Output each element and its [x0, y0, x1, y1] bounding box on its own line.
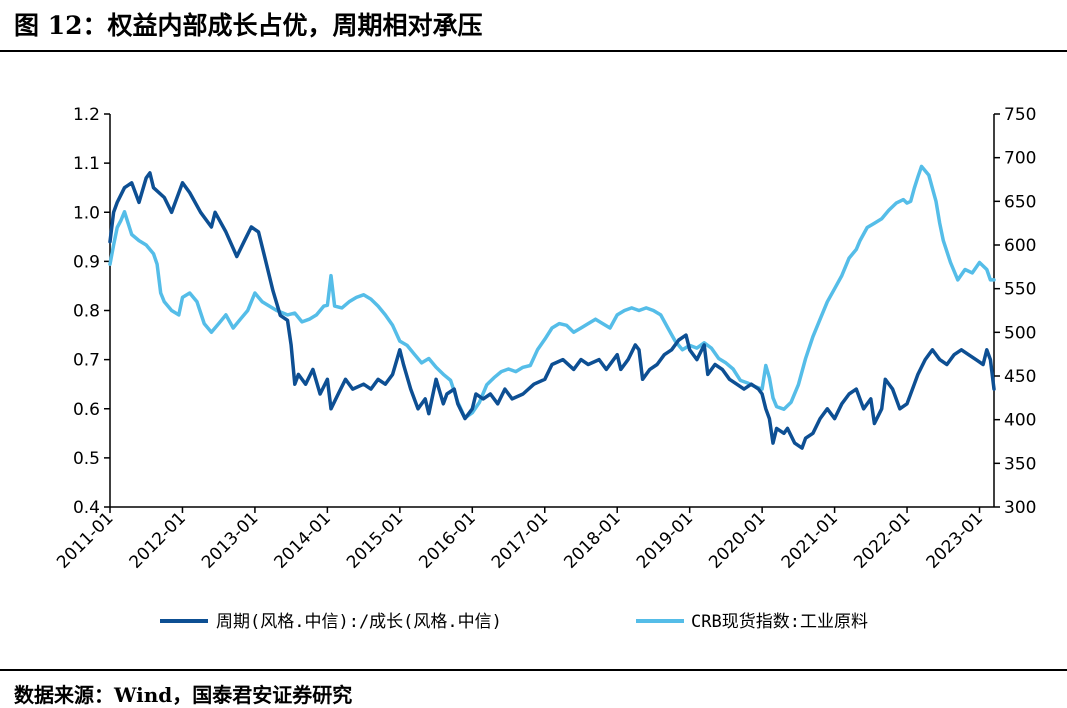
- x-tick-label: 2011-01: [53, 508, 117, 572]
- plot-frame: [109, 114, 995, 508]
- right-tick-label: 650: [1004, 192, 1036, 212]
- x-axis: 2011-01 2012-01 2013-01 2014-01 2015-01 2016-…: [53, 507, 987, 573]
- left-tick-label: 0.5: [73, 449, 100, 469]
- x-tick-label: 2016-01: [415, 508, 479, 572]
- left-tick-label: 0.8: [73, 302, 100, 322]
- legend-label-series1: 周期(风格.中信):/成长(风格.中信): [216, 612, 502, 632]
- series-line-crb-industrial: [108, 164, 996, 420]
- right-y-axis: 750 700 650 600 550 500 450 400 350 300: [994, 105, 1036, 518]
- left-tick-label: 0.6: [73, 400, 100, 420]
- right-tick-label: 350: [1004, 454, 1036, 474]
- x-tick-label: 2018-01: [560, 508, 624, 572]
- left-tick-label: 0.7: [73, 351, 100, 371]
- right-tick-label: 700: [1004, 149, 1036, 169]
- series-lines: [108, 164, 996, 450]
- x-tick-label: 2022-01: [850, 508, 914, 572]
- legend: 周期(风格.中信):/成长(风格.中信) CRB现货指数:工业原料: [160, 612, 868, 632]
- x-tick-label: 2012-01: [126, 508, 190, 572]
- x-tick-label: 2020-01: [705, 508, 769, 572]
- left-tick-label: 0.4: [73, 498, 100, 518]
- series-line-cyclical-growth-ratio: [108, 171, 996, 450]
- x-tick-label: 2019-01: [633, 508, 697, 572]
- left-tick-label: 1.2: [73, 105, 100, 125]
- right-tick-label: 600: [1004, 236, 1036, 256]
- left-y-axis: 1.2 1.1 1.0 0.9 0.8 0.7 0.6 0.5 0.4: [73, 105, 110, 518]
- x-tick-label: 2021-01: [778, 508, 842, 572]
- right-tick-label: 450: [1004, 367, 1036, 387]
- right-tick-label: 400: [1004, 411, 1036, 431]
- right-tick-label: 750: [1004, 105, 1036, 125]
- left-tick-label: 1.0: [73, 203, 100, 223]
- top-rule: [0, 50, 1067, 52]
- left-tick-label: 0.9: [73, 252, 100, 272]
- data-source-note: 数据来源：Wind，国泰君安证券研究: [14, 683, 353, 707]
- x-tick-label: 2017-01: [488, 508, 552, 572]
- bottom-rule: [0, 669, 1067, 671]
- x-tick-label: 2015-01: [343, 508, 407, 572]
- right-tick-label: 550: [1004, 280, 1036, 300]
- x-tick-label: 2023-01: [923, 508, 987, 572]
- right-tick-label: 500: [1004, 323, 1036, 343]
- chart-title: 图 12：权益内部成长占优，周期相对承压: [14, 11, 483, 40]
- left-tick-label: 1.1: [73, 154, 100, 174]
- x-tick-label: 2014-01: [271, 508, 335, 572]
- legend-label-series2: CRB现货指数:工业原料: [691, 612, 868, 632]
- x-tick-label: 2013-01: [198, 508, 262, 572]
- right-tick-label: 300: [1004, 498, 1036, 518]
